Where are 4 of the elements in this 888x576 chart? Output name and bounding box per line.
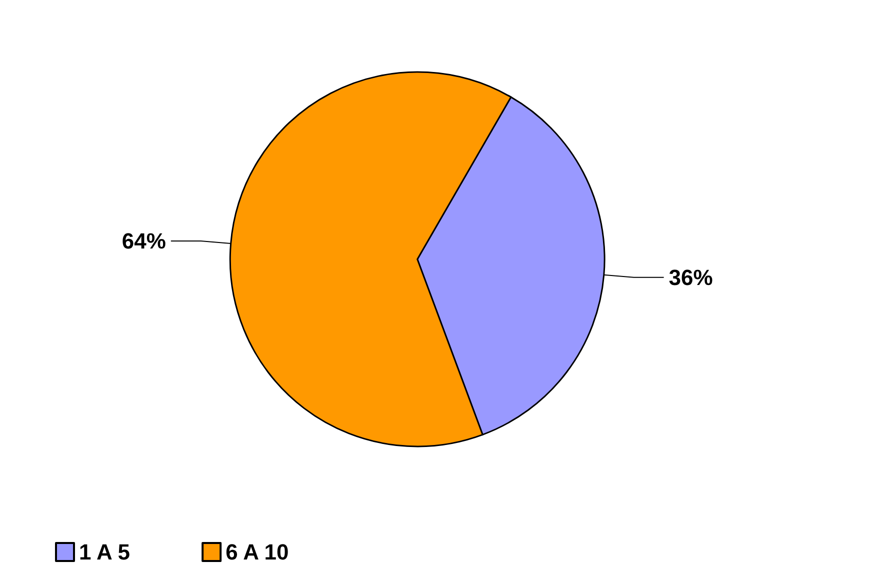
legend-label: 1 A 5 [79, 540, 130, 564]
legend-label: 6 A 10 [226, 540, 289, 564]
data-label: 36% [668, 264, 713, 290]
data-label: 64% [122, 228, 166, 254]
